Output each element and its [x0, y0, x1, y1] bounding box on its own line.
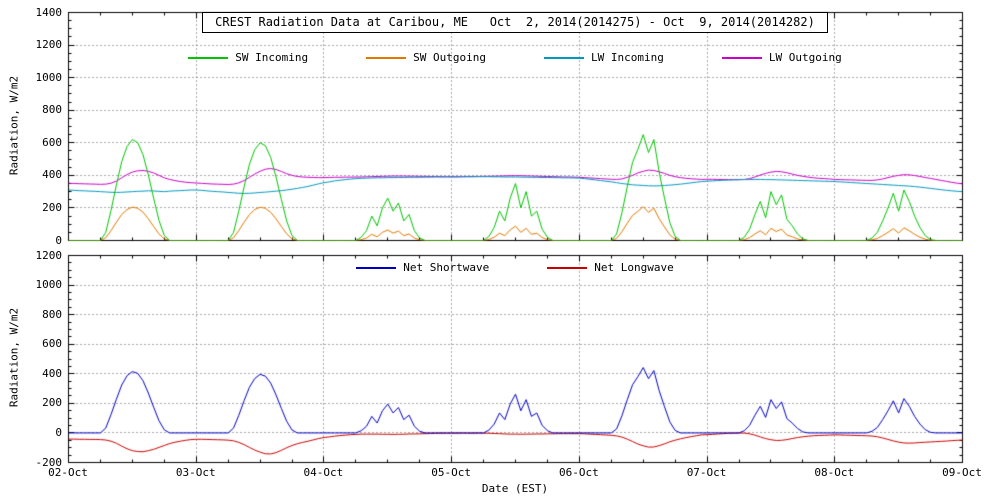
x-axis-title: Date (EST) — [481, 482, 549, 495]
legend-item-sw-outgoing: SW Outgoing — [366, 51, 486, 64]
x-tick-label: 09-Oct — [942, 466, 982, 479]
y-tick-label: 1200 — [35, 248, 63, 262]
y-tick-label: 600 — [42, 135, 62, 149]
y-tick-label: 200 — [42, 200, 62, 214]
y-tick-label: 0 — [55, 425, 62, 439]
legend-item-lw-incoming: LW Incoming — [544, 51, 664, 64]
legend-label-net-longwave: Net Longwave — [594, 261, 674, 274]
y-tick-label: 0 — [55, 233, 62, 247]
legend-item-net-shortwave: Net Shortwave — [356, 261, 489, 274]
x-tick-label: 03-Oct — [175, 466, 216, 479]
sw-incoming-line-swatch — [188, 56, 229, 59]
net-shortwave-line-swatch — [356, 266, 397, 269]
y-tick-label: -200 — [35, 455, 63, 469]
y-tick-label: 200 — [42, 396, 62, 410]
legend-label-lw-incoming: LW Incoming — [591, 51, 664, 64]
y-tick-label: 400 — [42, 366, 62, 380]
lw-outgoing-line-swatch — [721, 56, 762, 59]
y-tick-label: 800 — [42, 103, 62, 117]
legend-item-net-longwave: Net Longwave — [547, 261, 674, 274]
bottom-panel-legend: Net Shortwave Net Longwave — [68, 261, 962, 274]
y-tick-label: 1000 — [35, 70, 63, 84]
legend-label-sw-outgoing: SW Outgoing — [413, 51, 486, 64]
y-tick-label: 1200 — [35, 38, 63, 52]
x-tick-label: 02-Oct — [48, 466, 88, 479]
chart-title: CREST Radiation Data at Caribou, ME Oct … — [202, 12, 828, 33]
y-tick-label: 400 — [42, 168, 62, 182]
lw-incoming-line-swatch — [544, 56, 584, 59]
net-longwave-line-swatch — [547, 266, 588, 269]
x-tick-label: 04-Oct — [303, 466, 344, 479]
x-tick-label: 07-Oct — [686, 466, 727, 479]
chart-title-row: CREST Radiation Data at Caribou, ME Oct … — [68, 12, 962, 33]
legend-item-lw-outgoing: LW Outgoing — [721, 51, 842, 64]
x-tick-label: 08-Oct — [814, 466, 855, 479]
sw-outgoing-line-swatch — [366, 56, 407, 59]
top-panel-legend: SW Incoming SW Outgoing LW Incoming LW O… — [68, 51, 962, 64]
x-tick-label: 05-Oct — [431, 466, 472, 479]
legend-item-sw-incoming: SW Incoming — [188, 51, 308, 64]
legend-label-sw-incoming: SW Incoming — [235, 51, 309, 64]
x-tick-label: 06-Oct — [558, 466, 599, 479]
legend-label-lw-outgoing: LW Outgoing — [768, 51, 842, 64]
legend-label-net-shortwave: Net Shortwave — [403, 261, 490, 274]
y-tick-label: 800 — [42, 307, 62, 321]
y-tick-label: 1400 — [35, 5, 63, 19]
y-tick-label: 600 — [42, 337, 62, 351]
y-tick-label: 1000 — [35, 278, 63, 292]
